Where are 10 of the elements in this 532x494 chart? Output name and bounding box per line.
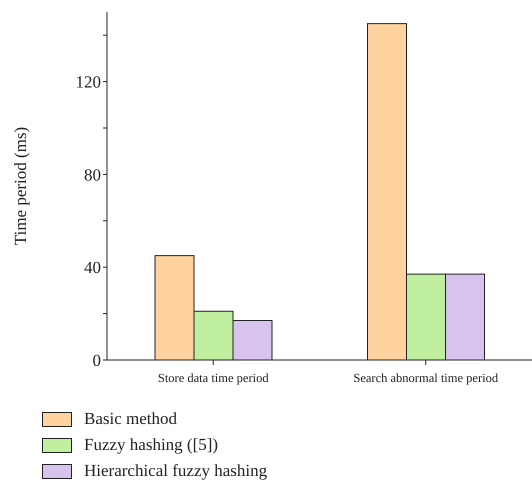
y-tick-label: 0: [92, 351, 101, 370]
y-tick-label: 80: [84, 165, 101, 184]
legend-label: Fuzzy hashing ([5]): [84, 435, 218, 455]
y-tick-label: 40: [84, 258, 101, 278]
x-tick-label: Search abnormal time period: [353, 370, 499, 385]
y-tick-label: 120: [76, 72, 101, 92]
y-axis-title: Time period (ms): [11, 126, 30, 246]
legend-label: Hierarchical fuzzy hashing: [84, 461, 268, 481]
x-tick-label: Store data time period: [158, 370, 270, 385]
legend-label: Basic method: [84, 409, 178, 429]
